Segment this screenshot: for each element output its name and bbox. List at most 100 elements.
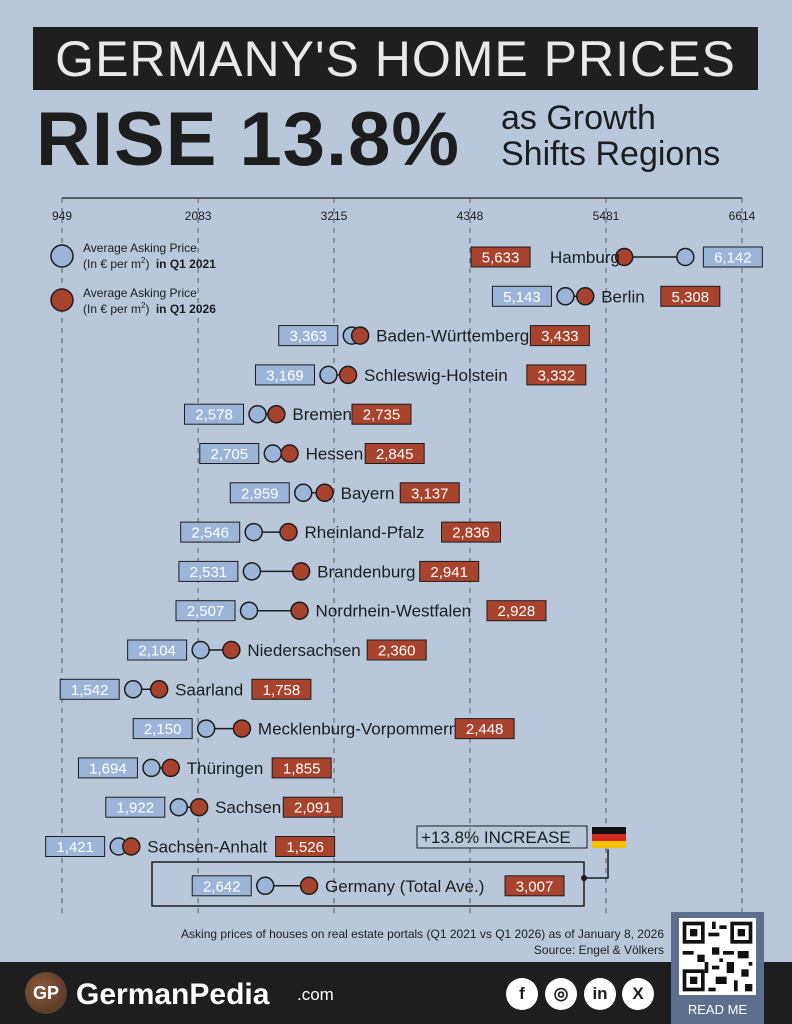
x-tick-label: 949	[52, 209, 72, 223]
germany-flag-icon	[592, 827, 626, 848]
footer-bar	[0, 962, 792, 1024]
region-label: Nordrhein-Westfalen	[316, 602, 472, 621]
value-box-right	[351, 403, 412, 425]
value-box-right	[419, 560, 480, 582]
value-label-right: 2,845	[376, 446, 414, 463]
value-box-left	[77, 757, 138, 779]
value-box-left	[127, 639, 188, 661]
headline: RISE 13.8%	[36, 97, 460, 182]
value-label-left: 2,642	[203, 878, 241, 895]
value-box-right	[282, 796, 343, 818]
point-2021	[294, 483, 313, 503]
value-box-left	[105, 796, 166, 818]
region-label: Berlin	[601, 287, 644, 306]
value-box-left	[191, 875, 252, 897]
source-note: Asking prices of houses on real estate p…	[181, 926, 664, 958]
value-box-right	[486, 600, 547, 622]
value-label-right: 2,448	[466, 721, 504, 738]
value-label-right: 2,941	[430, 564, 468, 581]
value-label-left: 1,922	[117, 800, 155, 817]
region-label: Bayern	[341, 484, 395, 503]
value-label-right: 3,433	[541, 328, 579, 345]
value-box-right	[441, 521, 502, 543]
point-2026	[279, 522, 298, 542]
point-2021	[676, 247, 695, 267]
value-label-left: 3,363	[289, 328, 327, 345]
value-box-right	[660, 285, 721, 307]
source-note-line-2: Source: Engel & Völkers	[533, 943, 664, 957]
point-2021	[239, 601, 259, 620]
region-label: Saarland	[175, 680, 243, 699]
value-label-left: 3,169	[266, 367, 304, 384]
value-box-left	[491, 285, 552, 307]
point-2021	[169, 797, 189, 817]
region-label: Schleswig-Holstein	[364, 366, 508, 385]
read-me-label[interactable]: READ ME	[687, 1002, 748, 1017]
total-highlight-box	[151, 861, 585, 907]
value-label-right: 3,332	[538, 367, 576, 384]
value-label-right: 2,735	[363, 407, 401, 424]
value-label-right: 5,308	[672, 289, 710, 306]
region-label: Rheinland-Pfalz	[305, 523, 425, 542]
chart-rows: 5,633 Hamburg 6,142 5,143 Berlin 5,308 3,363 Ba…	[45, 246, 763, 897]
increase-annotation: +13.8% INCREASE	[151, 825, 626, 907]
chart-row: 2,150 Mecklenburg-Vorpommern 2,448	[132, 718, 515, 740]
region-label: Mecklenburg-Vorpommern	[258, 720, 458, 739]
chart-row: 1,922 Sachsen 2,091	[105, 796, 343, 818]
value-box-left	[229, 482, 290, 504]
point-2026	[291, 562, 311, 581]
x-tick-label: 6614	[729, 209, 756, 223]
value-label-left: 5,633	[482, 250, 520, 267]
value-box-right	[454, 718, 515, 740]
logo-icon[interactable]: GP	[25, 972, 67, 1014]
increase-label: +13.8% INCREASE	[421, 828, 571, 847]
value-box-left	[59, 678, 120, 700]
value-label-right: 1,526	[286, 839, 324, 856]
value-box-left	[132, 718, 193, 740]
chart-row: 2,705 Hessen 2,845	[199, 443, 425, 464]
qr-code-icon[interactable]	[679, 918, 756, 995]
instagram-icon[interactable]: ◎	[545, 978, 577, 1010]
linkedin-icon[interactable]: in	[584, 978, 616, 1010]
increase-label-box	[416, 825, 588, 849]
value-box-right	[271, 757, 332, 779]
point-2021	[319, 365, 338, 385]
legend-2021-line-1: Average Asking Price	[83, 241, 197, 255]
point-2026	[338, 365, 358, 385]
legend-2021-line-2: (In € per m2) in Q1 2021	[83, 256, 216, 271]
chart-row: 2,104 Niedersachsen 2,360	[127, 639, 427, 661]
point-2026	[299, 876, 319, 896]
value-box-right	[366, 639, 427, 661]
subheadline: as Growth Shifts Regions	[501, 100, 771, 172]
source-note-line-1: Asking prices of houses on real estate p…	[181, 927, 664, 941]
legend-marker-2026	[50, 288, 74, 312]
value-box-right	[364, 443, 425, 464]
point-2021	[242, 562, 262, 581]
x-icon[interactable]: X	[622, 978, 654, 1010]
point-2021	[244, 522, 263, 542]
legend-2026-line-2: (In € per m2) in Q1 2026	[83, 301, 216, 316]
region-label: Hessen	[306, 445, 364, 464]
value-box-left	[278, 325, 339, 347]
point-2021	[556, 287, 575, 306]
value-label-left: 2,531	[190, 564, 228, 581]
point-2026	[161, 758, 181, 778]
point-2021	[263, 444, 283, 463]
brand-name[interactable]: GermanPedia	[76, 978, 270, 1011]
facebook-icon[interactable]: f	[506, 978, 538, 1010]
value-label-right: 2,360	[378, 643, 416, 660]
value-label-left: 2,705	[211, 446, 249, 463]
chart-row: 5,633 Hamburg 6,142	[470, 246, 763, 268]
point-2026	[122, 837, 141, 856]
point-2026	[189, 797, 209, 817]
region-label: Baden-Württemberg	[376, 327, 529, 346]
region-label: Brandenburg	[317, 562, 415, 581]
region-label: Niedersachsen	[247, 641, 360, 660]
point-2026	[149, 680, 169, 699]
x-tick-label: 2083	[185, 209, 212, 223]
value-box-right	[399, 482, 460, 504]
region-label: Thüringen	[187, 759, 264, 778]
value-label-right: 2,836	[452, 525, 490, 542]
point-2026	[267, 404, 286, 424]
point-2026	[575, 287, 595, 306]
